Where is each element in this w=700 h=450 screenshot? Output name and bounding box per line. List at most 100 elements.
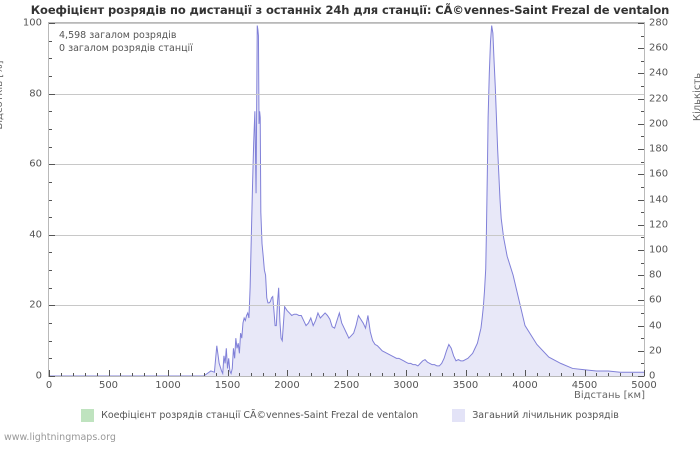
tick-mark-x (132, 373, 134, 376)
y-tick-label-right: 200 (649, 118, 669, 130)
y-tick-label-left: 80 (29, 88, 42, 100)
tick-mark-y-right (641, 186, 644, 188)
tick-mark-y-right (641, 262, 644, 264)
legend-item[interactable]: Загаьний лічильник розрядів (452, 409, 619, 422)
x-tick-label: 5000 (631, 380, 657, 391)
tick-mark-y-left (49, 181, 52, 183)
tick-mark-y-left (49, 323, 52, 325)
tick-mark-y-right (638, 149, 644, 151)
tick-mark-y-right (638, 224, 644, 226)
gridline (49, 305, 644, 307)
tick-mark-x (584, 370, 586, 376)
y-tick-label-right: 220 (649, 93, 669, 105)
tick-mark-x (441, 373, 443, 376)
tick-mark-x (72, 373, 74, 376)
tick-mark-x (465, 370, 467, 376)
legend-item-label: Загаьний лічильник розрядів (472, 410, 619, 421)
tick-mark-y-left (49, 217, 52, 219)
x-tick-label: 1000 (155, 380, 181, 391)
x-tick-label: 3500 (452, 380, 479, 391)
tick-mark-x (489, 373, 491, 376)
tick-mark-y-left (49, 75, 52, 77)
y-tick-label-right: 280 (649, 17, 669, 29)
tick-mark-y-left (49, 128, 52, 130)
tick-mark-y-left (49, 164, 55, 166)
tick-mark-y-left (49, 305, 55, 307)
tick-mark-y-right (638, 48, 644, 50)
y-tick-label-right: 160 (649, 168, 669, 180)
footer-url: www.lightningmaps.org (4, 432, 116, 443)
series-line (49, 25, 644, 376)
tick-mark-y-left (49, 358, 52, 360)
y-tick-label-left: 60 (29, 158, 42, 170)
y-tick-label-right: 0 (649, 370, 656, 382)
x-tick-label: 1500 (214, 380, 241, 391)
tick-mark-x (322, 373, 324, 376)
tick-mark-y-right (638, 275, 644, 277)
tick-mark-x (596, 373, 598, 376)
tick-mark-x (632, 373, 634, 376)
tick-mark-y-right (638, 23, 644, 24)
tick-mark-x (572, 373, 574, 376)
y-axis-right-title: Кількість (692, 72, 700, 122)
tick-mark-y-right (638, 123, 644, 125)
tick-mark-x (108, 370, 110, 376)
tick-mark-y-left (49, 287, 52, 289)
x-tick-label: 0 (45, 380, 53, 391)
x-tick-label: 3000 (393, 380, 419, 391)
tick-mark-x (406, 370, 407, 376)
x-tick-label: 4000 (512, 380, 538, 391)
legend-item[interactable]: Коефіцієнт розрядів станції CÃ©vennes-Sa… (81, 409, 418, 422)
y-tick-label-left: 20 (29, 299, 42, 311)
tick-mark-y-right (641, 363, 644, 365)
tick-mark-y-left (49, 270, 52, 272)
tick-mark-y-right (638, 376, 644, 377)
x-tick-label: 4500 (571, 380, 598, 391)
tick-mark-x (310, 373, 312, 376)
series-area-fill (49, 25, 644, 376)
annotation-station-strokes: 0 загалом розрядів станції (59, 43, 193, 54)
gridline (49, 234, 644, 236)
tick-mark-y-left (49, 111, 52, 113)
tick-mark-y-right (638, 350, 644, 352)
tick-mark-y-right (638, 199, 644, 201)
tick-mark-y-left (49, 23, 55, 24)
tick-mark-y-left (49, 40, 52, 42)
page-title: Коефіцієнт розрядів по дистанції з остан… (30, 3, 670, 17)
tick-mark-y-left (49, 58, 52, 60)
x-axis-title: Відстань [км] (573, 390, 645, 401)
y-tick-label-right: 120 (649, 219, 669, 231)
legend-swatch-total (452, 409, 466, 422)
y-tick-label-right: 60 (649, 294, 662, 306)
tick-mark-x (560, 373, 562, 376)
tick-mark-x (548, 373, 550, 376)
tick-mark-x (168, 370, 169, 376)
tick-mark-x (96, 373, 98, 376)
tick-mark-x (298, 373, 300, 376)
tick-mark-x (275, 373, 277, 376)
tick-mark-x (334, 373, 336, 376)
tick-mark-x (203, 373, 205, 376)
tick-mark-x (179, 373, 181, 376)
y-axis-left-title: Відсотків [%] (0, 60, 5, 130)
tick-mark-x (191, 373, 193, 376)
tick-mark-y-right (638, 98, 644, 100)
tick-mark-x (144, 373, 146, 376)
tick-mark-x (382, 373, 384, 376)
tick-mark-y-right (641, 338, 644, 340)
tick-mark-y-left (49, 340, 52, 342)
tick-mark-x (263, 373, 265, 376)
tick-mark-y-right (641, 161, 644, 163)
y-tick-label-right: 140 (649, 194, 669, 205)
tick-mark-y-right (641, 212, 644, 214)
y-tick-label-right: 80 (649, 269, 662, 281)
tick-mark-x (453, 373, 455, 376)
legend-item-label: Коефіцієнт розрядів станції CÃ©vennes-Sa… (101, 410, 419, 421)
total-strokes-series (49, 25, 644, 376)
tick-mark-x (620, 373, 622, 376)
tick-mark-x (644, 370, 645, 376)
y-tick-label-left: 100 (22, 17, 42, 29)
tick-mark-x (477, 373, 479, 376)
tick-mark-y-right (638, 174, 644, 176)
tick-mark-y-right (641, 287, 644, 289)
